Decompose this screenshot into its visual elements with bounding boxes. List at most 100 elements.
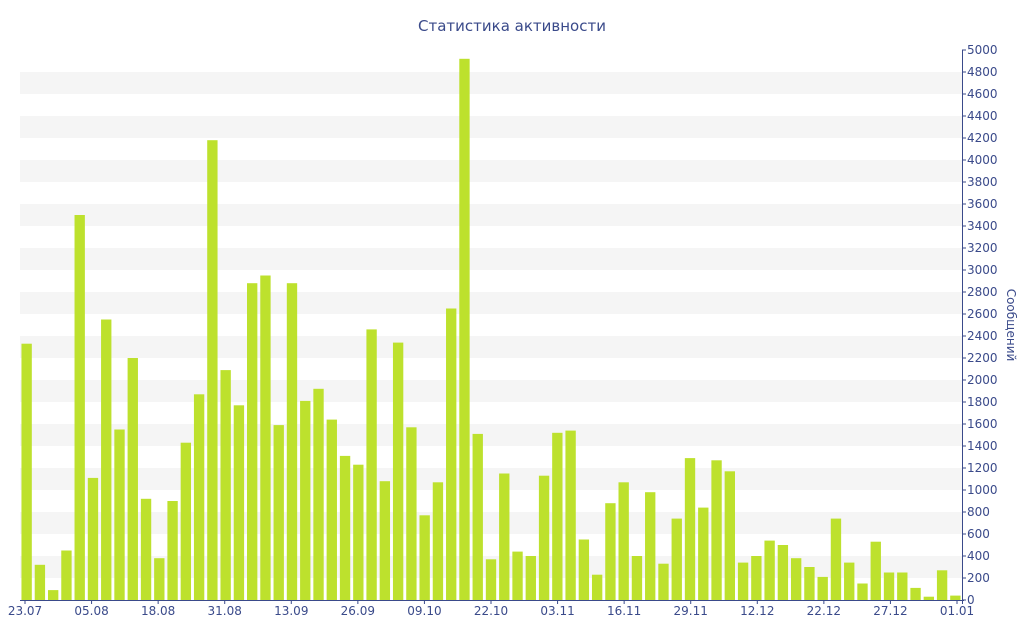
bar [698, 507, 709, 600]
grid-bands [20, 72, 962, 578]
bar [101, 319, 112, 600]
bar [671, 518, 682, 600]
y-tick-label: 5000 [967, 43, 998, 57]
bar [485, 559, 497, 600]
bar [764, 540, 775, 600]
grid-band [20, 248, 962, 270]
bar [34, 564, 46, 600]
bar [459, 58, 470, 601]
x-tick-label: 09.10 [407, 604, 441, 618]
x-tick-label: 18.08 [141, 604, 175, 618]
bar [950, 595, 961, 600]
bar [233, 405, 245, 600]
x-tick-label: 01.01 [940, 604, 974, 618]
y-tick-label: 4600 [967, 87, 998, 101]
bar [870, 541, 881, 600]
x-tick-label: 16.11 [607, 604, 641, 618]
y-tick-label: 0 [967, 593, 975, 607]
y-tick-label: 3000 [967, 263, 998, 277]
bar [207, 140, 218, 600]
bar [114, 429, 125, 600]
bar [61, 550, 72, 600]
y-tick-label: 1000 [967, 483, 998, 497]
grid-band [20, 424, 962, 446]
y-tick-label: 3800 [967, 175, 998, 189]
y-tick-label: 2600 [967, 307, 998, 321]
x-ticks: 23.07 05.08 18.08 31.08 13.09 26.09 09.10 22.10… [8, 600, 974, 618]
y-tick-label: 2800 [967, 285, 998, 299]
bar [499, 473, 510, 600]
y-tick-label: 600 [967, 527, 990, 541]
x-tick-label: 03.11 [540, 604, 574, 618]
y-axis-label: Сообщений [1004, 289, 1018, 362]
x-tick-label: 27.12 [873, 604, 907, 618]
x-tick-label: 31.08 [208, 604, 242, 618]
x-tick-label: 22.10 [474, 604, 508, 618]
bar [286, 283, 298, 600]
bar [366, 329, 377, 600]
bar [154, 558, 165, 600]
grid-band [20, 468, 962, 490]
bar [645, 492, 656, 600]
grid-band [20, 72, 962, 94]
bar [419, 515, 430, 600]
bar [578, 539, 590, 600]
bar [658, 563, 669, 600]
y-tick-label: 4800 [967, 65, 998, 79]
bar [313, 388, 324, 600]
bar [631, 556, 643, 600]
bar [326, 419, 337, 600]
bar [790, 558, 802, 600]
bar [247, 283, 258, 600]
bar [446, 308, 457, 600]
bar [21, 343, 32, 600]
bar [844, 562, 855, 600]
bar [167, 501, 178, 600]
bar [220, 370, 231, 600]
grid-band [20, 204, 962, 226]
bar [591, 574, 603, 600]
y-tick-label: 4400 [967, 109, 998, 123]
x-tick-label: 23.07 [8, 604, 42, 618]
y-tick-label: 3200 [967, 241, 998, 255]
bar [923, 596, 935, 600]
bar [804, 567, 815, 600]
bar [180, 442, 192, 600]
bar [87, 477, 99, 600]
bar [140, 498, 152, 600]
bar [339, 455, 351, 600]
y-tick-label: 1200 [967, 461, 998, 475]
bar [392, 342, 404, 600]
x-tick-label: 29.11 [674, 604, 708, 618]
bar [618, 482, 629, 600]
bar [897, 572, 908, 600]
bar [817, 576, 828, 600]
y-tick-label: 4000 [967, 153, 998, 167]
bar [353, 464, 364, 600]
bar [74, 215, 85, 600]
y-tick-label: 2200 [967, 351, 998, 365]
grid-band [20, 512, 962, 534]
bar [737, 562, 749, 600]
bar [830, 518, 842, 600]
bar [605, 503, 616, 600]
x-tick-label: 22.12 [807, 604, 841, 618]
y-tick-label: 2400 [967, 329, 998, 343]
grid-band [20, 116, 962, 138]
bar [432, 482, 444, 600]
y-tick-label: 4200 [967, 131, 998, 145]
bars [21, 58, 961, 601]
y-tick-label: 3400 [967, 219, 998, 233]
y-tick-label: 800 [967, 505, 990, 519]
y-tick-label: 400 [967, 549, 990, 563]
bar [777, 545, 789, 600]
y-tick-label: 3600 [967, 197, 998, 211]
y-tick-label: 1800 [967, 395, 998, 409]
y-ticks: 0 200 400 600 800 1000 1200 1400 1600 1800 2000 220… [962, 43, 998, 607]
bar [552, 432, 563, 600]
bar [273, 425, 284, 600]
bar [512, 551, 523, 600]
grid-band [20, 160, 962, 182]
y-tick-label: 2000 [967, 373, 998, 387]
